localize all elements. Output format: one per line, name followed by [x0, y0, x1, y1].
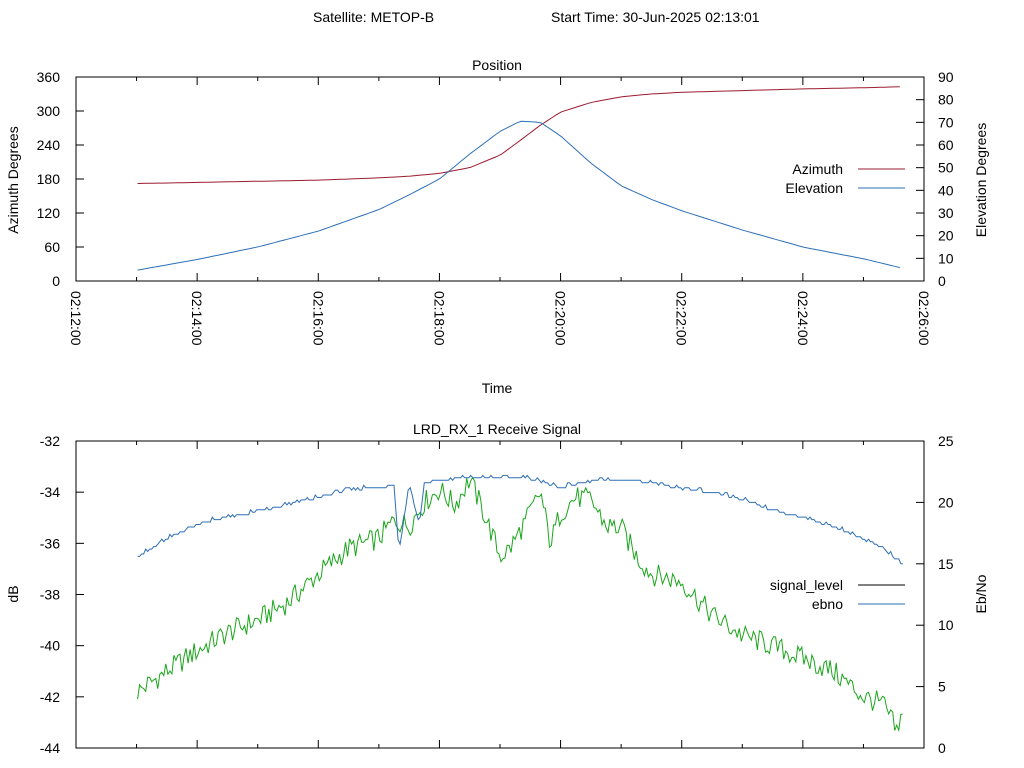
position-x-tick-label: 02:12:00 — [68, 291, 84, 346]
signal-chart-title: LRD_RX_1 Receive Signal — [413, 421, 581, 437]
signal-y2-tick-label: 25 — [938, 433, 954, 449]
signal-y-tick-label: -44 — [40, 740, 60, 756]
position-y2-tick-label: 80 — [938, 92, 954, 108]
signal-legend-ebno-label: ebno — [812, 596, 843, 612]
signal-y-tick-label: -38 — [40, 587, 60, 603]
position-y2-tick-label: 20 — [938, 228, 954, 244]
signal-y-tick-label: -36 — [40, 535, 60, 551]
signal-y2-tick-label: 15 — [938, 556, 954, 572]
position-x-tick-label: 02:18:00 — [431, 291, 447, 346]
header-start-time: Start Time: 30-Jun-2025 02:13:01 — [551, 9, 760, 25]
position-legend-azimuth-label: Azimuth — [792, 161, 843, 177]
header-satellite: Satellite: METOP-B — [313, 9, 434, 25]
position-y-tick-label: 180 — [37, 171, 61, 187]
position-y2-tick-label: 50 — [938, 160, 954, 176]
position-y2-tick-label: 10 — [938, 250, 954, 266]
signal-y-tick-label: -34 — [40, 484, 60, 500]
position-y2-tick-label: 0 — [938, 273, 946, 289]
signal-y2-tick-label: 10 — [938, 617, 954, 633]
position-x-tick-label: 02:26:00 — [916, 291, 932, 346]
position-y2-tick-label: 70 — [938, 114, 954, 130]
position-series-azimuth-line — [137, 86, 900, 184]
position-legend-elevation-label: Elevation — [785, 180, 843, 196]
signal-y2-tick-label: 20 — [938, 494, 954, 510]
signal-y-tick-label: -42 — [40, 689, 60, 705]
position-y-tick-label: 60 — [44, 239, 60, 255]
position-x-tick-label: 02:14:00 — [189, 291, 205, 346]
position-y-tick-label: 360 — [37, 69, 61, 85]
position-y2-tick-label: 30 — [938, 205, 954, 221]
position-y-tick-label: 0 — [52, 273, 60, 289]
position-plot-frame — [75, 76, 925, 282]
signal-plot-frame — [75, 440, 925, 749]
position-y-tick-label: 300 — [37, 103, 61, 119]
position-y-axis-label: Azimuth Degrees — [5, 126, 21, 233]
signal-legend-signal_level-label: signal_level — [770, 577, 843, 593]
position-x-tick-label: 02:22:00 — [674, 291, 690, 346]
signal-chart: LRD_RX_1 Receive Signal dB Eb/No -32 -34 -… — [5, 421, 989, 756]
signal-y-axis-label: dB — [5, 585, 21, 602]
signal-series-signal_level-line — [137, 476, 903, 733]
signal-y-tick-label: -40 — [40, 638, 60, 654]
position-x-axis-label: Time — [482, 380, 513, 396]
position-y2-axis-label: Elevation Degrees — [973, 123, 989, 237]
position-y-tick-label: 120 — [37, 205, 61, 221]
position-x-tick-label: 02:24:00 — [795, 291, 811, 346]
position-chart: Position Azimuth Degrees Elevation Degre… — [5, 57, 989, 396]
position-x-tick-label: 02:20:00 — [553, 291, 569, 346]
signal-y-tick-label: -32 — [40, 433, 60, 449]
signal-series-ebno-line — [137, 474, 903, 565]
position-y2-tick-label: 90 — [938, 69, 954, 85]
signal-y2-tick-label: 5 — [938, 679, 946, 695]
position-y2-tick-label: 60 — [938, 137, 954, 153]
position-chart-title: Position — [472, 57, 522, 73]
position-x-tick-label: 02:16:00 — [310, 291, 326, 346]
position-series-elevation-line — [137, 120, 900, 271]
signal-y2-axis-label: Eb/No — [973, 574, 989, 613]
position-y-tick-label: 240 — [37, 137, 61, 153]
position-y2-tick-label: 40 — [938, 182, 954, 198]
signal-y2-tick-label: 0 — [938, 740, 946, 756]
